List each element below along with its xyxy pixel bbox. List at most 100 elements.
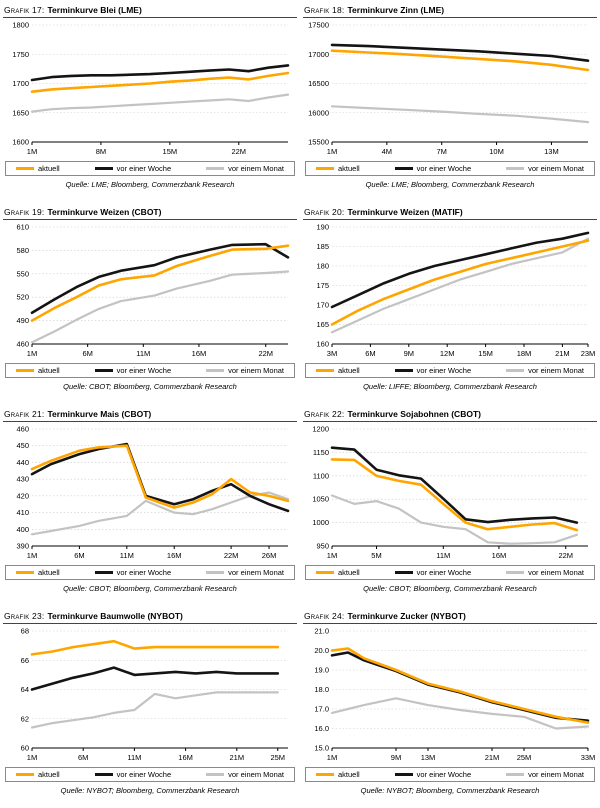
legend-swatch <box>394 773 413 776</box>
legend-item: aktuell <box>16 770 60 779</box>
legend-label: aktuell <box>338 770 360 779</box>
y-tick-label: 190 <box>316 223 329 232</box>
y-tick-label: 950 <box>316 542 329 551</box>
legend-label: aktuell <box>338 568 360 577</box>
chart-panel: Grafik 17: Terminkurve Blei (LME) 1600 165… <box>0 0 300 202</box>
series-line-vor-einer-Woche <box>330 43 590 63</box>
series-line-vor-einem-Monat <box>30 270 290 344</box>
x-tick-label: 12M <box>440 349 455 358</box>
y-tick-label: 64 <box>21 685 29 694</box>
x-tick-label: 21M <box>555 349 570 358</box>
legend-item: aktuell <box>316 770 360 779</box>
y-tick-label: 410 <box>16 508 29 517</box>
grafik-label: Grafik 18: <box>304 5 345 15</box>
y-tick-label: 20.0 <box>314 646 329 655</box>
legend-swatch <box>394 369 413 372</box>
legend-item: vor einer Woche <box>94 568 172 577</box>
x-tick-label: 3M <box>327 349 337 358</box>
y-tick-label: 1650 <box>12 108 29 117</box>
y-tick-label: 175 <box>316 281 329 290</box>
chart-title: Grafik 18: Terminkurve Zinn (LME) <box>303 2 597 18</box>
y-tick-label: 15.0 <box>314 744 329 753</box>
title-text: Terminkurve Weizen (CBOT) <box>47 207 162 217</box>
chart-title: Grafik 22: Terminkurve Sojabohnen (CBOT) <box>303 406 597 422</box>
legend-item: vor einer Woche <box>94 770 171 779</box>
x-tick-label: 25M <box>270 753 285 762</box>
x-tick-label: 5M <box>371 551 381 560</box>
y-tick-label: 21.0 <box>314 627 329 636</box>
y-tick-label: 66 <box>21 656 29 665</box>
y-tick-label: 16000 <box>308 108 329 117</box>
x-tick-label: 8M <box>96 147 106 156</box>
y-tick-label: 17.0 <box>314 705 329 714</box>
legend-label: vor einer Woche <box>116 164 172 173</box>
line-chart: 950 1000 1050 1100 1150 1200 1M 5M 11M 16M 22M <box>312 425 588 560</box>
legend-swatch <box>16 369 34 372</box>
source-note: Quelle: CBOT; Bloomberg, Commerzbank Res… <box>363 584 537 593</box>
x-tick-label: 22M <box>558 551 573 560</box>
x-tick-label: 21M <box>485 753 500 762</box>
legend-swatch <box>206 369 225 372</box>
line-chart: 460 490 520 550 580 610 1M 6M 11M 16M 22M <box>16 223 290 358</box>
x-tick-label: 21M <box>230 753 245 762</box>
chart-legend: aktuell vor einer Woche vor einem Monat <box>5 565 295 580</box>
chart-panel: Grafik 21: Terminkurve Mais (CBOT) 390 400… <box>0 404 300 606</box>
line-chart: 15.0 16.0 17.0 18.0 19.0 20.0 21.0 1M 9M 13M 21M 25… <box>314 627 596 763</box>
legend-swatch <box>16 571 34 574</box>
series-line-vor-einer-Woche <box>30 666 280 691</box>
legend-item: aktuell <box>16 366 60 375</box>
chart-panel: Grafik 23: Terminkurve Baumwolle (NYBOT) … <box>0 606 300 808</box>
legend-swatch <box>506 167 525 170</box>
y-tick-label: 17500 <box>308 21 329 30</box>
legend-swatch <box>394 571 413 574</box>
x-tick-label: 16M <box>178 753 193 762</box>
x-tick-label: 6M <box>365 349 375 358</box>
legend-item: vor einem Monat <box>206 164 284 173</box>
y-tick-label: 16500 <box>308 79 329 88</box>
line-chart: 15500 16000 16500 17000 17500 1M 4M 7M 10M 13M <box>308 21 590 156</box>
legend-label: vor einem Monat <box>528 770 584 779</box>
legend-item: vor einer Woche <box>394 164 471 173</box>
y-tick-label: 62 <box>21 714 29 723</box>
x-tick-label: 23M <box>581 349 596 358</box>
source-note: Quelle: LME; Bloomberg, Commerzbank Rese… <box>65 180 235 189</box>
y-tick-label: 180 <box>316 262 329 271</box>
legend-item: vor einem Monat <box>206 366 284 375</box>
legend-swatch <box>316 369 334 372</box>
legend-label: vor einer Woche <box>416 568 472 577</box>
legend-item: vor einem Monat <box>506 568 584 577</box>
legend-label: vor einer Woche <box>116 568 172 577</box>
x-tick-label: 25M <box>517 753 532 762</box>
legend-item: vor einer Woche <box>394 770 471 779</box>
series-line-aktuell <box>30 244 290 322</box>
source-note: Quelle: LME; Bloomberg, Commerzbank Rese… <box>365 180 535 189</box>
legend-label: vor einem Monat <box>228 568 284 577</box>
legend-swatch <box>316 773 334 776</box>
chart-panel: Grafik 19: Terminkurve Weizen (CBOT) 460 4… <box>0 202 300 404</box>
x-tick-label: 1M <box>327 551 337 560</box>
y-tick-label: 60 <box>21 744 29 753</box>
legend-swatch <box>206 773 225 776</box>
x-tick-label: 1M <box>327 147 337 156</box>
chart-panel: Grafik 20: Terminkurve Weizen (MATIF) 160… <box>300 202 600 404</box>
title-text: Terminkurve Mais (CBOT) <box>47 409 152 419</box>
chart-title: Grafik 21: Terminkurve Mais (CBOT) <box>3 406 297 422</box>
x-tick-label: 33M <box>581 753 596 762</box>
legend-swatch <box>94 167 113 170</box>
grafik-label: Grafik 24: <box>304 611 345 621</box>
series-line-aktuell <box>30 639 280 656</box>
source-note: Quelle: NYBOT; Bloomberg, Commerzbank Re… <box>60 786 240 795</box>
line-chart: 60 62 64 66 68 1M 6M 11M 16M 21M 25M <box>21 627 288 762</box>
legend-label: vor einem Monat <box>528 366 584 375</box>
x-tick-label: 16M <box>492 551 507 560</box>
chart-legend: aktuell vor einer Woche vor einem Monat <box>5 161 295 176</box>
legend-label: vor einem Monat <box>528 164 584 173</box>
y-tick-label: 1700 <box>12 79 29 88</box>
legend-swatch <box>316 571 334 574</box>
line-chart: 390 400 410 420 430 440 450 460 1M 6M 11M 16M 22M 26M <box>16 425 290 560</box>
x-tick-label: 11M <box>120 551 134 560</box>
series-line-aktuell <box>30 71 290 93</box>
legend-item: vor einem Monat <box>206 568 284 577</box>
x-tick-label: 10M <box>489 147 504 156</box>
y-tick-label: 17000 <box>308 50 329 59</box>
